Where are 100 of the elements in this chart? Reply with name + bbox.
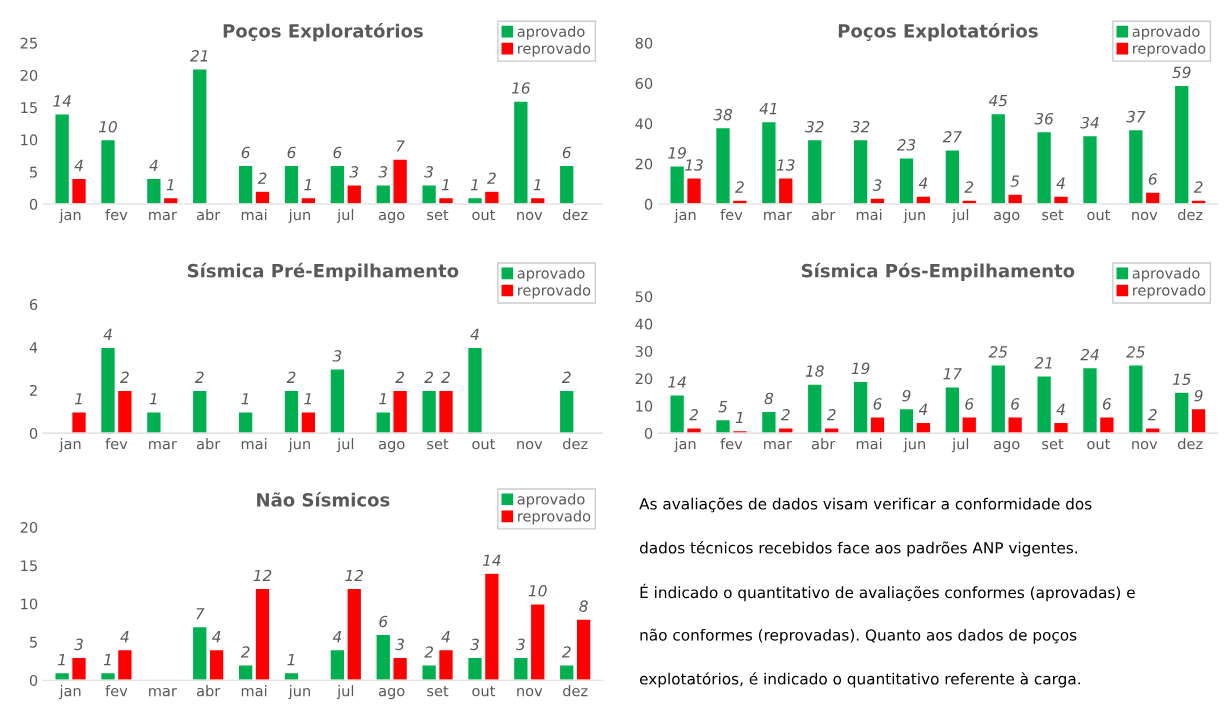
y-tick-label: 0 [29, 674, 38, 686]
data-label: 27 [942, 131, 962, 143]
y-tick-label: 25 [20, 37, 37, 49]
x-tick-label: abr [811, 208, 836, 221]
x-tick-label: mai [241, 208, 267, 221]
x-tick-label: set [427, 209, 449, 221]
x-tick-label: ago [379, 440, 405, 453]
data-label: 45 [988, 94, 1008, 107]
x-tick-label: jan [59, 208, 81, 224]
data-label: 38 [713, 108, 733, 121]
data-label: 4 [212, 631, 221, 643]
data-label: 1 [304, 179, 311, 191]
bar [1081, 134, 1099, 205]
data-label: 2 [395, 371, 405, 383]
data-label: 4 [74, 159, 83, 171]
x-tick-label: abr [196, 685, 221, 697]
data-label: 25 [1126, 346, 1145, 358]
data-label: 3 [74, 638, 83, 651]
y-tick-label: 20 [635, 373, 653, 385]
x-tick-label: fev [105, 208, 128, 221]
bar [191, 389, 208, 434]
data-label: 3 [424, 166, 433, 178]
data-label: 6 [562, 146, 571, 159]
x-tick-label: fev [105, 438, 128, 450]
x-tick-label: set [1042, 438, 1064, 450]
bar [558, 389, 575, 434]
data-label: 1 [103, 654, 111, 666]
data-label: 1 [533, 179, 541, 191]
data-label: 4 [441, 631, 450, 643]
data-label: 1 [149, 393, 157, 405]
y-tick-label: 10 [21, 598, 38, 610]
text: dados técnicos recebidos face aos padrões ANP vigentes. [639, 541, 1077, 557]
x-tick-label: jan [59, 438, 81, 453]
data-label: 14 [482, 554, 501, 566]
x-tick-label: mai [241, 685, 267, 697]
x-tick-label: mai [856, 438, 882, 450]
data-label: 6 [287, 146, 296, 159]
x-tick-label: nov [517, 440, 543, 450]
x-tick-label: jul [336, 438, 354, 453]
data-label: 4 [1056, 403, 1065, 415]
x-tick-label: ago [994, 211, 1020, 224]
x-tick-label: fev [720, 438, 743, 450]
legend-label: reprovado [1133, 42, 1206, 57]
data-label: 6 [1148, 173, 1157, 185]
data-label: 4 [120, 631, 129, 643]
data-label: 1 [74, 393, 82, 405]
bar [70, 411, 88, 434]
chart-title: Sísmica Pós-Empilhamento [801, 262, 1075, 282]
data-label: 4 [332, 631, 342, 643]
data-label: 2 [964, 181, 974, 193]
x-tick-label: dez [1178, 208, 1203, 221]
x-tick-label: jan [59, 685, 81, 700]
x-tick-label: out [1087, 438, 1111, 450]
x-tick-label: jul [336, 685, 354, 700]
x-tick-label: mai [856, 208, 882, 221]
data-label: 1 [304, 393, 311, 405]
x-tick-label: set [427, 438, 449, 450]
x-tick-label: jun [288, 685, 310, 700]
x-tick-label: jun [288, 208, 310, 224]
y-tick-label: 0 [29, 427, 38, 439]
data-label: 24 [1080, 348, 1099, 361]
x-tick-label: abr [196, 438, 221, 450]
data-label: 1 [441, 179, 449, 191]
data-label: 9 [902, 389, 911, 402]
x-tick-label: mar [764, 211, 792, 221]
legend-label: reprovado [518, 284, 591, 299]
legend-label: aprovado [517, 493, 585, 508]
data-label: 7 [396, 140, 405, 152]
data-label: 10 [99, 120, 117, 133]
data-label: 1 [470, 179, 478, 191]
y-tick-label: 15 [21, 102, 37, 114]
data-label: 2 [424, 646, 434, 658]
data-label: 2 [1147, 409, 1157, 421]
data-label: 3 [470, 638, 479, 651]
bar [99, 138, 117, 205]
text: É indicado o quantitativo de avaliações conformes (aprovadas) e [640, 583, 1135, 602]
x-tick-label: set [427, 685, 449, 697]
data-label: 32 [850, 120, 870, 133]
data-label: 6 [873, 398, 882, 410]
data-label: 6 [965, 398, 974, 410]
x-tick-label: mai [241, 438, 267, 450]
data-label: 2 [240, 646, 250, 658]
x-tick-label: out [472, 685, 496, 697]
y-tick-label: 2 [29, 384, 37, 396]
x-tick-label: jan [674, 438, 696, 453]
data-label: 14 [668, 376, 686, 388]
data-label: 2 [441, 371, 450, 383]
bar [191, 68, 208, 205]
x-tick-label: out [472, 209, 496, 221]
chart-title: Poços Explotatórios [838, 22, 1038, 42]
data-label: 13 [685, 159, 703, 171]
x-tick-label: mar [149, 687, 177, 697]
x-tick-label: nov [1132, 211, 1158, 221]
data-label: 23 [896, 139, 916, 151]
text: As avaliações de dados visam verificar a conformidade dos [639, 497, 1092, 513]
bar [145, 411, 162, 434]
data-label: 6 [1102, 398, 1112, 410]
x-tick-label: dez [563, 685, 588, 697]
x-tick-label: jun [288, 438, 310, 453]
data-label: 4 [149, 159, 158, 171]
